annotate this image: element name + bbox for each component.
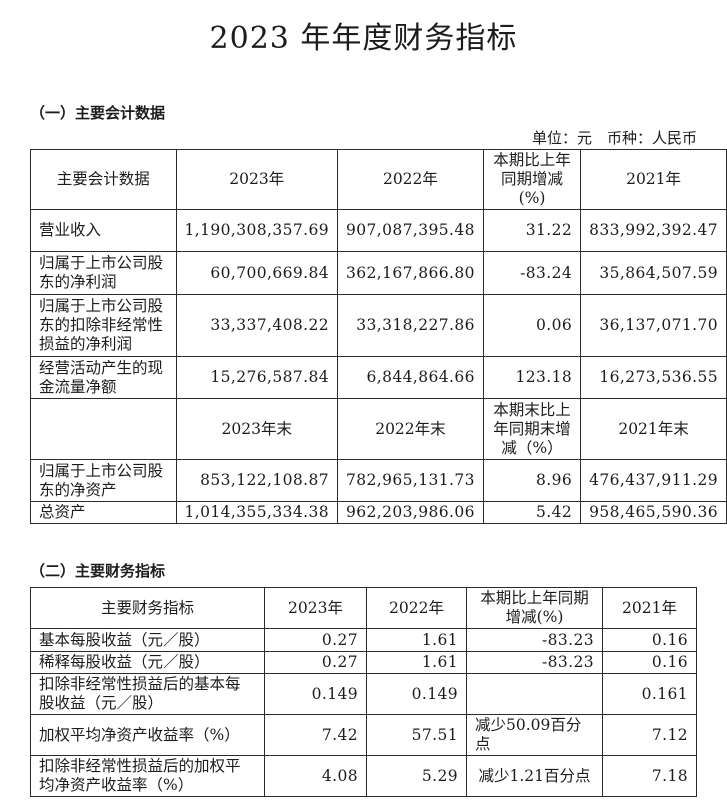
cell-2023-value: 4.08 [264, 755, 367, 797]
financial-report-document: 2023 年年度财务指标 （一）主要会计数据 单位：元 币种：人民币 主要会计数… [0, 20, 727, 809]
cell-yoy-change: 0.06 [482, 294, 582, 357]
cell-2021-value: 476,437,911.29 [580, 459, 727, 502]
table-row: 归属于上市公司股 东的净利润 60,700,669.84 362,167,866… [30, 251, 727, 295]
cell-2023-value: 15,276,587.84 [175, 356, 339, 399]
cell-indicator-label: 稀释每股收益（元／股） [30, 651, 265, 674]
cell-2022-value: 1.61 [366, 628, 467, 652]
cell-indicator-label: 扣除非经常性损益后的加权平 均净资产收益率（%） [30, 755, 265, 797]
header-2022: 2022年 [337, 149, 484, 210]
cell-yoy-change: -83.24 [482, 251, 582, 295]
cell-metric-label: 归属于上市公司股 东的净资产 [30, 459, 177, 502]
financial-indicators-table: 主要财务指标 2023年 2022年 本期比上年同期 增减(%) 2021年 基… [30, 587, 697, 797]
cell-2023-value: 853,122,108.87 [175, 459, 339, 502]
header-2021-end: 2021年末 [580, 398, 727, 460]
unit-note: 单位：元 币种：人民币 [531, 129, 697, 147]
cell-2022-value: 5.29 [366, 755, 467, 797]
cell-2022-value: 0.149 [366, 673, 467, 715]
cell-2022-value: 782,965,131.73 [337, 459, 484, 502]
cell-2021-value: 833,992,392.47 [580, 209, 727, 252]
header-2021: 2021年 [602, 587, 697, 629]
cell-yoy-change: 减少50.09百分点 [466, 714, 603, 756]
header-yoy-end-change: 本期末比上 年同期末增 减（%） [482, 398, 582, 460]
cell-2022-value: 57.51 [366, 714, 467, 756]
cell-2021-value: 7.18 [602, 755, 697, 797]
cell-indicator-label: 基本每股收益（元／股） [30, 628, 265, 652]
header-yoy-change: 本期比上年 同期增减 (%) [482, 149, 582, 210]
header-2021: 2021年 [580, 149, 727, 210]
cell-2022-value: 6,844,864.66 [337, 356, 484, 399]
cell-yoy-change: 减少1.21百分点 [466, 755, 603, 797]
cell-2023-value: 1,014,355,334.38 [175, 501, 339, 524]
cell-yoy-change: -83.23 [466, 628, 603, 652]
cell-metric-label: 经营活动产生的现 金流量净额 [30, 356, 177, 399]
cell-2022-value: 907,087,395.48 [337, 209, 484, 252]
cell-2021-value: 16,273,536.55 [580, 356, 727, 399]
cell-2021-value: 0.16 [602, 651, 697, 674]
header-metric: 主要会计数据 [30, 149, 177, 210]
cell-metric-label: 归属于上市公司股 东的净利润 [30, 251, 177, 295]
cell-metric-label: 总资产 [30, 501, 177, 524]
cell-yoy-change [466, 673, 603, 715]
cell-indicator-label: 加权平均净资产收益率（%） [30, 714, 265, 756]
cell-2023-value: 0.27 [264, 628, 367, 652]
cell-2021-value: 36,137,071.70 [580, 294, 727, 357]
cell-2021-value: 958,465,590.36 [580, 501, 727, 524]
table-header-row: 主要财务指标 2023年 2022年 本期比上年同期 增减(%) 2021年 [30, 587, 697, 629]
accounting-data-table: 主要会计数据 2023年 2022年 本期比上年 同期增减 (%) 2021年 … [30, 149, 727, 524]
cell-2022-value: 1.61 [366, 651, 467, 674]
header-2022: 2022年 [366, 587, 467, 629]
header-2023: 2023年 [264, 587, 367, 629]
header-2022-end: 2022年末 [337, 398, 484, 460]
cell-indicator-label: 扣除非经常性损益后的基本每 股收益（元／股） [30, 673, 265, 715]
cell-2022-value: 962,203,986.06 [337, 501, 484, 524]
table-row: 经营活动产生的现 金流量净额 15,276,587.84 6,844,864.6… [30, 356, 727, 399]
cell-2021-value: 0.161 [602, 673, 697, 715]
header-2023-end: 2023年末 [175, 398, 339, 460]
cell-2023-value: 60,700,669.84 [175, 251, 339, 295]
table-row: 基本每股收益（元／股） 0.27 1.61 -83.23 0.16 [30, 628, 697, 652]
header-indicator: 主要财务指标 [30, 587, 265, 629]
period-end-header-row: 2023年末 2022年末 本期末比上 年同期末增 减（%） 2021年末 [30, 398, 727, 460]
cell-metric-label: 归属于上市公司股 东的扣除非经常性 损益的净利润 [30, 294, 177, 357]
section2-heading: （二）主要财务指标 [30, 562, 166, 580]
cell-yoy-change: 123.18 [482, 356, 582, 399]
table-row: 稀释每股收益（元／股） 0.27 1.61 -83.23 0.16 [30, 651, 697, 674]
table-row: 归属于上市公司股 东的净资产 853,122,108.87 782,965,13… [30, 459, 727, 502]
cell-yoy-change: 31.22 [482, 209, 582, 252]
table-row: 加权平均净资产收益率（%） 7.42 57.51 减少50.09百分点 7.12 [30, 714, 697, 756]
table-row: 营业收入 1,190,308,357.69 907,087,395.48 31.… [30, 209, 727, 252]
cell-2021-value: 0.16 [602, 628, 697, 652]
table-row: 扣除非经常性损益后的基本每 股收益（元／股） 0.149 0.149 0.161 [30, 673, 697, 715]
table-row: 总资产 1,014,355,334.38 962,203,986.06 5.42… [30, 501, 727, 524]
cell-2023-value: 1,190,308,357.69 [175, 209, 339, 252]
page-title: 2023 年年度财务指标 [209, 21, 518, 56]
table-header-row: 主要会计数据 2023年 2022年 本期比上年 同期增减 (%) 2021年 [30, 149, 727, 210]
cell-2023-value: 0.27 [264, 651, 367, 674]
header-yoy-change: 本期比上年同期 增减(%) [466, 587, 603, 629]
cell-yoy-change: 5.42 [482, 501, 582, 524]
section1-heading: （一）主要会计数据 [30, 104, 166, 122]
cell-metric-label: 营业收入 [30, 209, 177, 252]
cell-2022-value: 362,167,866.80 [337, 251, 484, 295]
table-row: 归属于上市公司股 东的扣除非经常性 损益的净利润 33,337,408.22 3… [30, 294, 727, 357]
cell-2021-value: 7.12 [602, 714, 697, 756]
cell-2023-value: 0.149 [264, 673, 367, 715]
cell-2022-value: 33,318,227.86 [337, 294, 484, 357]
cell-yoy-change: -83.23 [466, 651, 603, 674]
cell-yoy-change: 8.96 [482, 459, 582, 502]
table-row: 扣除非经常性损益后的加权平 均净资产收益率（%） 4.08 5.29 减少1.2… [30, 755, 697, 797]
header-empty [30, 398, 177, 460]
header-2023: 2023年 [175, 149, 339, 210]
cell-2023-value: 33,337,408.22 [175, 294, 339, 357]
cell-2021-value: 35,864,507.59 [580, 251, 727, 295]
cell-2023-value: 7.42 [264, 714, 367, 756]
